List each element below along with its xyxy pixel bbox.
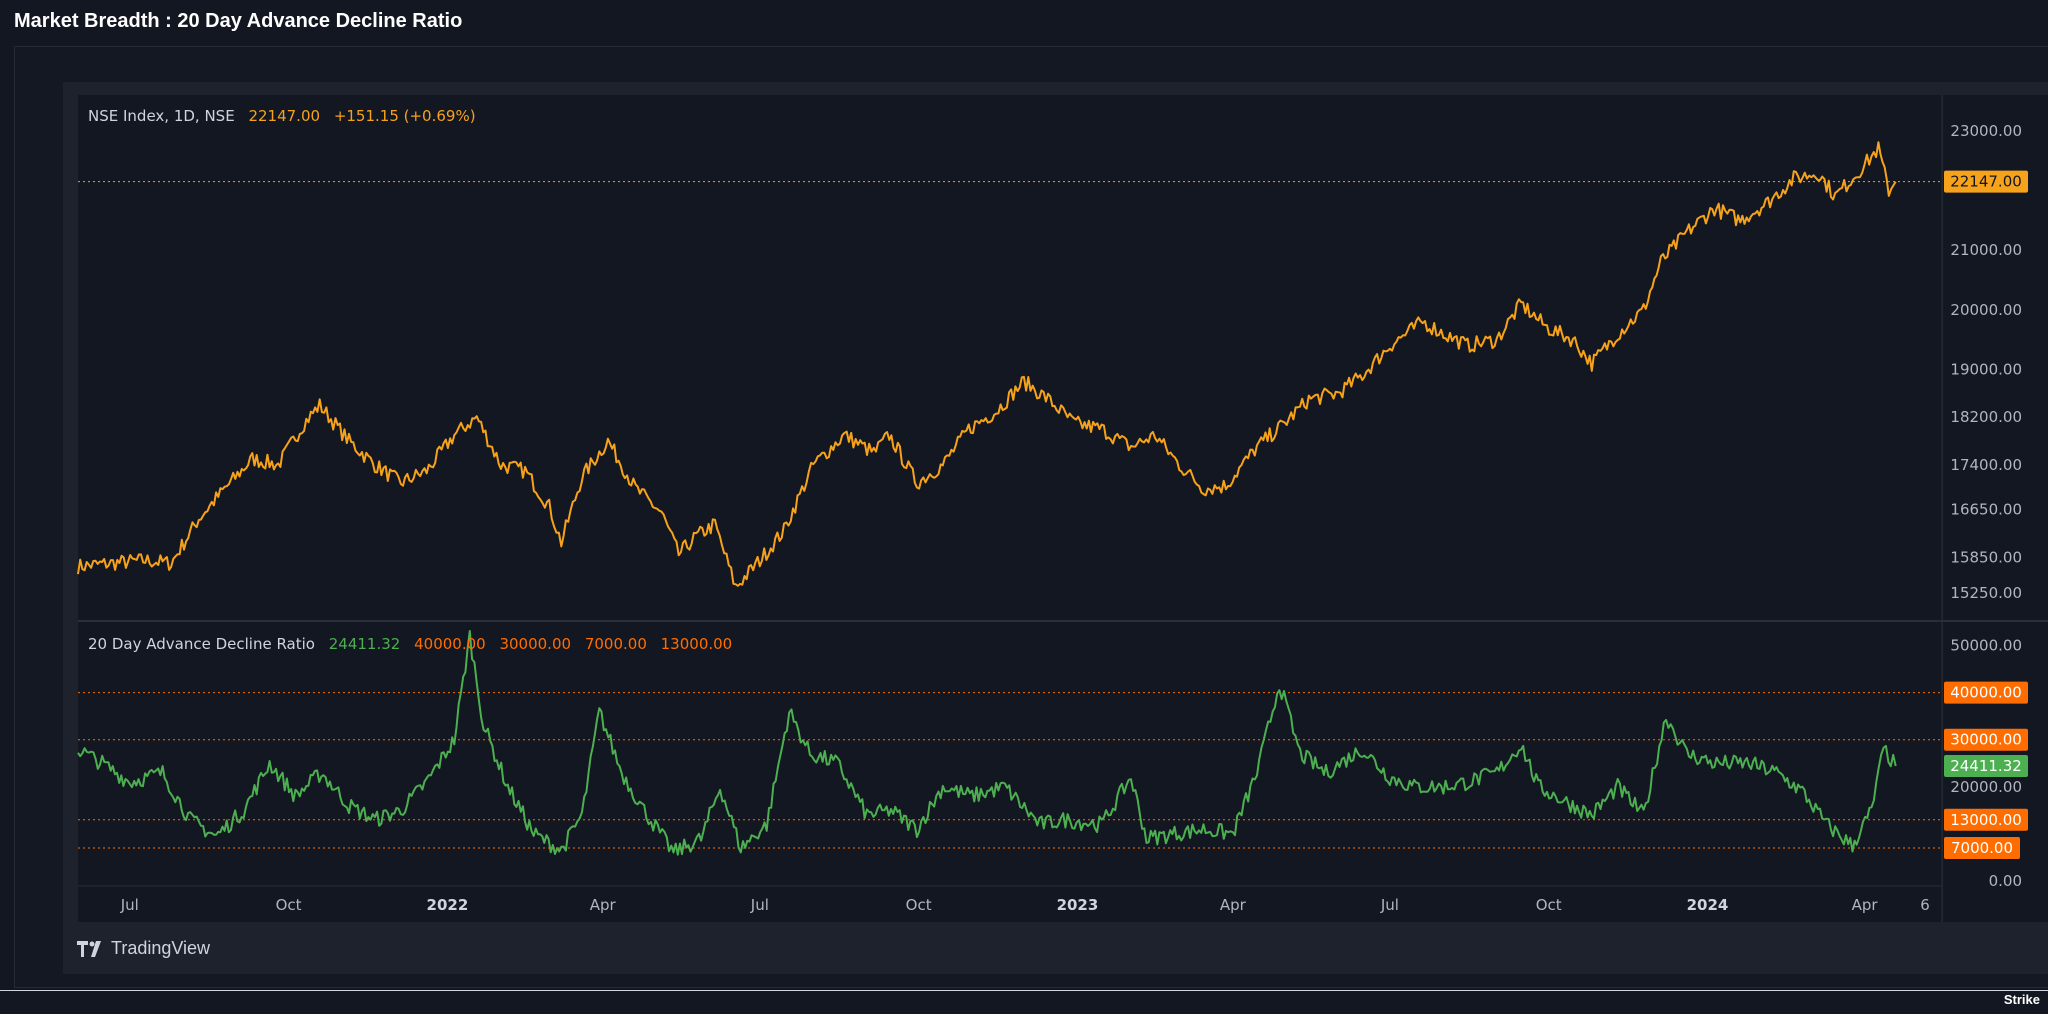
ratio-level-badge-text: 40000.00 xyxy=(1950,684,2022,702)
ratio-legend: 20 Day Advance Decline Ratio 24411.32 40… xyxy=(88,635,741,653)
tradingview-icon xyxy=(77,940,101,957)
price-axis-tick: 17400.00 xyxy=(1950,456,2022,474)
ratio-level-badge-text: 13000.00 xyxy=(1950,811,2022,829)
ratio-series-line[interactable] xyxy=(77,630,1897,856)
ratio-pane[interactable] xyxy=(78,622,1942,886)
price-axis-tick: 15250.00 xyxy=(1950,584,2022,602)
ratio-axis-tick: 20000.00 xyxy=(1950,778,2022,796)
ratio-legend-value: 24411.32 xyxy=(328,635,401,653)
price-legend-change: +151.15 (+0.69%) xyxy=(333,107,476,125)
time-axis-tick: 2023 xyxy=(1057,896,1099,914)
price-axis-tick: 20000.00 xyxy=(1950,301,2022,319)
price-axis-tick: 21000.00 xyxy=(1950,241,2022,259)
price-last-badge xyxy=(1944,170,2028,193)
page-title: Market Breadth : 20 Day Advance Decline … xyxy=(14,10,463,32)
price-pane[interactable] xyxy=(78,95,1942,620)
price-last-badge-text: 22147.00 xyxy=(1950,173,2022,191)
price-axis-tick: 23000.00 xyxy=(1950,122,2022,140)
ratio-level-badge xyxy=(1944,837,2020,860)
ratio-legend-level-13000: 13000.00 xyxy=(660,635,733,653)
time-axis-tick: Jul xyxy=(1380,896,1399,914)
time-axis-tick: Apr xyxy=(1852,896,1879,914)
ratio-last-badge-text: 24411.32 xyxy=(1950,757,2022,775)
ratio-level-badge xyxy=(1944,728,2028,751)
ratio-level-badge xyxy=(1944,681,2028,704)
time-axis-tick: Apr xyxy=(590,896,617,914)
time-axis-tick: Jul xyxy=(750,896,769,914)
footer-brand[interactable]: Strike xyxy=(2003,992,2040,1007)
ratio-legend-level-30000: 30000.00 xyxy=(499,635,572,653)
ratio-level-badge-text: 30000.00 xyxy=(1950,731,2022,749)
time-axis-tick: 6 xyxy=(1920,896,1930,914)
price-legend-name: NSE Index, 1D, NSE xyxy=(88,107,235,125)
ratio-legend-level-40000: 40000.00 xyxy=(414,635,486,653)
time-axis-tick: Oct xyxy=(1536,896,1562,914)
ratio-legend-level-7000: 7000.00 xyxy=(584,635,647,653)
time-axis-tick: Oct xyxy=(276,896,302,914)
ratio-level-badge xyxy=(1944,808,2028,831)
time-axis-tick: 2024 xyxy=(1687,896,1729,914)
ratio-level-badge-text: 7000.00 xyxy=(1951,839,2013,857)
ratio-legend-name: 20 Day Advance Decline Ratio xyxy=(88,635,315,653)
ratio-axis-tick: 0.00 xyxy=(1989,872,2022,890)
tradingview-label: TradingView xyxy=(111,938,211,958)
ratio-axis-tick: 50000.00 xyxy=(1950,637,2022,655)
time-axis-tick: Apr xyxy=(1220,896,1247,914)
price-axis-tick: 19000.00 xyxy=(1950,360,2022,378)
time-axis[interactable] xyxy=(78,886,1942,922)
ratio-last-badge xyxy=(1944,755,2028,778)
time-axis-tick: Jul xyxy=(120,896,139,914)
time-axis-tick: Oct xyxy=(906,896,932,914)
price-legend: NSE Index, 1D, NSE 22147.00 +151.15 (+0.… xyxy=(88,107,485,125)
time-axis-tick: 2022 xyxy=(427,896,469,914)
price-series-line[interactable] xyxy=(77,141,1897,587)
tradingview-logo[interactable]: TradingView xyxy=(77,938,210,959)
price-axis-tick: 16650.00 xyxy=(1950,501,2022,519)
price-axis-tick: 15850.00 xyxy=(1950,548,2022,566)
price-axis-tick: 18200.00 xyxy=(1950,408,2022,426)
chart-svg[interactable]: 23000.00 21000.00 20000.00 19000.00 18200.00… xyxy=(0,0,2048,990)
price-legend-last: 22147.00 xyxy=(248,107,321,125)
footer-divider xyxy=(0,990,2048,991)
